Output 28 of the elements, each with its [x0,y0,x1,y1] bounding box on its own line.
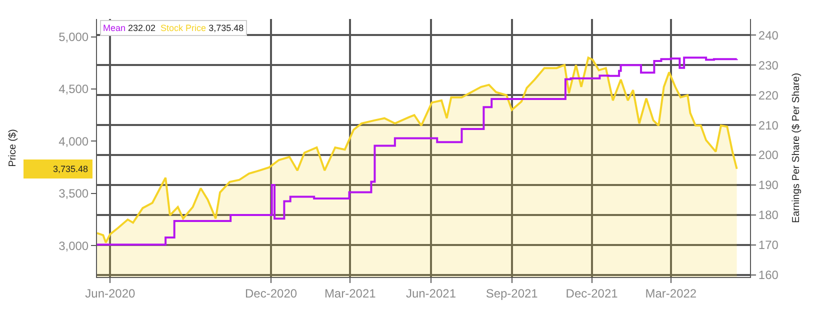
x-tick-label: Mar-2021 [324,286,376,300]
text: Mean [103,23,126,33]
y2-tick-label: 200 [758,148,779,162]
y2-tick-label: 160 [758,268,779,282]
x-tick-label: Dec-2021 [566,286,618,300]
annotation: 3,735.48 [208,23,244,33]
y-tick-label: 3,500 [58,186,89,201]
y-tick-label: 4,000 [58,134,89,148]
text: Stock Price [160,23,206,33]
annotation: 232.02 [128,23,156,33]
x-tick-label: Mar-2022 [645,286,697,300]
y-tick-label: 4,500 [58,82,89,96]
y2-tick-label: 220 [758,88,779,102]
y2-tick-label: 240 [758,28,779,42]
x-tick-label: Dec-2020 [245,286,298,300]
y-axis-title: Price ($) [8,129,19,167]
y-tick-label: 5,000 [58,30,89,44]
y2-tick-label: 190 [758,178,779,192]
x-tick-label: Jun-2021 [406,286,456,300]
x-tick-label: Sep-2021 [486,286,538,300]
x-tick-label: Jun-2020 [85,286,136,300]
y2-tick-label: 170 [758,238,779,252]
y2-tick-label: 180 [758,208,779,222]
y2-axis-title: Earnings Per Share ($ Per Share) [791,72,802,224]
y-tick-label: 3,000 [58,238,89,253]
y2-tick-label: 210 [758,118,779,132]
text: 3,735.48 [52,164,88,174]
y2-tick-label: 230 [758,58,779,72]
